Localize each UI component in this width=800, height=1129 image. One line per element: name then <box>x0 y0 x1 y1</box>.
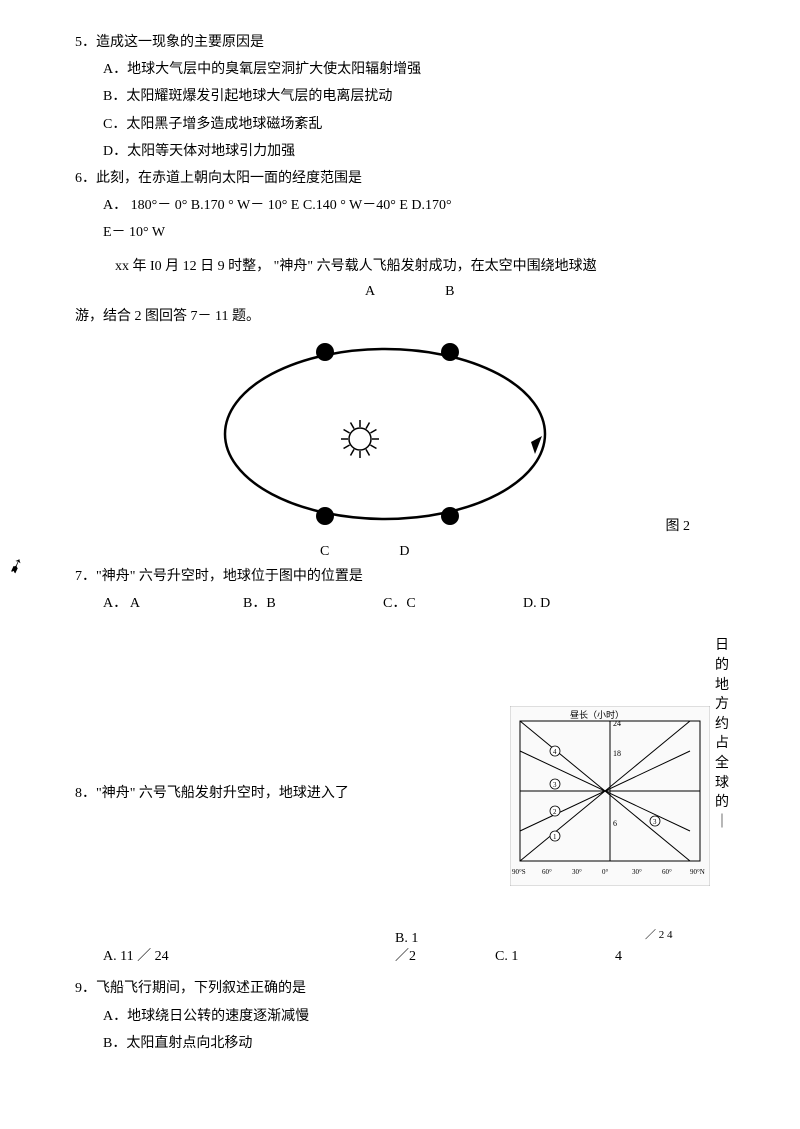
q9-opt-a: A．地球绕日公转的速度逐渐减慢 <box>75 1004 740 1029</box>
svg-text:90°S: 90°S <box>512 868 526 876</box>
daylength-chart: 昼长（小时）2418690°S60°30°0°30°60°90°N43213 <box>510 706 710 886</box>
q6-line2: E－ 10° W <box>75 220 740 245</box>
svg-text:0°: 0° <box>602 868 609 876</box>
q7-opt-b: B．B <box>243 591 383 616</box>
q8-opt-b2: ／2 <box>395 944 416 969</box>
svg-text:6: 6 <box>613 819 617 828</box>
svg-text:18: 18 <box>613 749 621 758</box>
svg-text:4: 4 <box>553 748 557 756</box>
svg-text:24: 24 <box>613 719 621 728</box>
svg-text:2: 2 <box>553 808 557 816</box>
svg-text:90°N: 90°N <box>690 868 705 876</box>
q8-stem: 8．"神舟" 六号飞船发射升空时，地球进入了 <box>75 781 349 806</box>
q6-line1: A． 180°－ 0° B.170 ° W－ 10° E C.140 ° W－4… <box>75 193 740 218</box>
q8-vertical-text: 日的地方约占全球的｜ <box>714 636 730 832</box>
figure2-wrap: C D 图 2 <box>75 334 740 564</box>
svg-text:60°: 60° <box>542 868 552 876</box>
q9-opt-b: B．太阳直射点向北移动 <box>75 1031 740 1056</box>
context-line1: xx 年 I0 月 12 日 9 时整， "神舟" 六号载人飞船发射成功，在太空… <box>75 254 740 279</box>
q5-opt-c: C．太阳黑子增多造成地球磁场紊乱 <box>75 112 740 137</box>
q5-stem: 5．造成这一现象的主要原因是 <box>75 30 740 55</box>
q7-opt-c: C．C <box>383 591 523 616</box>
q8-opt-d: 4 <box>615 944 622 969</box>
q7-opt-a: A． A <box>103 591 243 616</box>
q8-opt-a: A. 11 ／ 24 <box>103 944 169 969</box>
cursor-icon: ➹ <box>2 546 30 586</box>
context-line2: 游，结合 2 图回答 7－ 11 题。 <box>75 304 740 329</box>
svg-text:30°: 30° <box>572 868 582 876</box>
q8-wrap: 日的地方约占全球的｜ 昼长（小时）2418690°S60°30°0°30°60°… <box>75 626 740 926</box>
q7-opt-d: D. D <box>523 591 663 616</box>
orbit-label-b: B <box>445 279 454 304</box>
q8-opt-d2: ／ 2 4 <box>645 926 673 946</box>
q5-opt-b: B．太阳耀斑爆发引起地球大气层的电离层扰动 <box>75 84 740 109</box>
svg-text:60°: 60° <box>662 868 672 876</box>
svg-text:3: 3 <box>553 781 557 789</box>
svg-text:1: 1 <box>553 833 557 841</box>
q5-opt-a: A．地球大气层中的臭氧层空洞扩大使太阳辐射增强 <box>75 57 740 82</box>
svg-text:30°: 30° <box>632 868 642 876</box>
orbit-label-a: A <box>365 279 375 304</box>
q8-opt-c: C. 1 <box>495 944 518 969</box>
svg-text:3: 3 <box>653 818 657 826</box>
q6-stem: 6．此刻，在赤道上朝向太阳一面的经度范围是 <box>75 166 740 191</box>
figure2-caption: 图 2 <box>666 514 691 539</box>
q5-opt-d: D．太阳等天体对地球引力加强 <box>75 139 740 164</box>
orbit-label-d: D <box>399 539 409 564</box>
orbit-diagram <box>215 334 555 534</box>
q7-stem: 7．"神舟" 六号升空时，地球位于图中的位置是 <box>75 564 740 589</box>
orbit-label-c: C <box>320 539 329 564</box>
q9-stem: 9．飞船飞行期间，下列叙述正确的是 <box>75 976 740 1001</box>
